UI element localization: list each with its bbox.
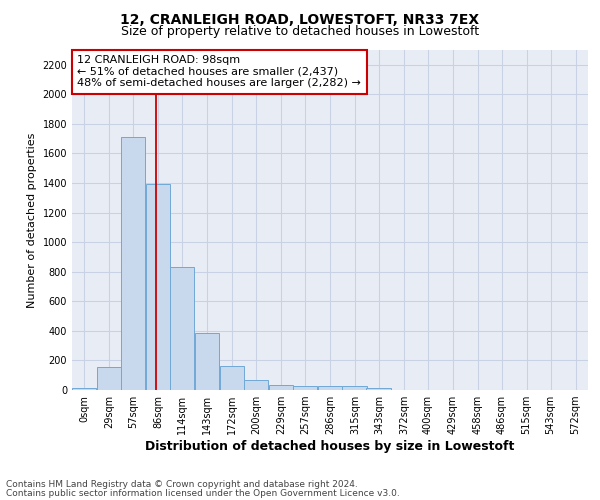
Bar xyxy=(244,380,268,390)
X-axis label: Distribution of detached houses by size in Lowestoft: Distribution of detached houses by size … xyxy=(145,440,515,453)
Bar xyxy=(317,386,342,390)
Text: Contains public sector information licensed under the Open Government Licence v3: Contains public sector information licen… xyxy=(6,488,400,498)
Y-axis label: Number of detached properties: Number of detached properties xyxy=(27,132,37,308)
Bar xyxy=(367,388,391,390)
Bar xyxy=(121,137,145,390)
Bar xyxy=(293,386,317,390)
Bar xyxy=(220,366,244,390)
Text: 12 CRANLEIGH ROAD: 98sqm
← 51% of detached houses are smaller (2,437)
48% of sem: 12 CRANLEIGH ROAD: 98sqm ← 51% of detach… xyxy=(77,55,361,88)
Text: Contains HM Land Registry data © Crown copyright and database right 2024.: Contains HM Land Registry data © Crown c… xyxy=(6,480,358,489)
Bar xyxy=(97,367,121,390)
Bar xyxy=(170,268,194,390)
Bar xyxy=(343,386,367,390)
Bar xyxy=(72,388,97,390)
Bar xyxy=(195,333,219,390)
Text: Size of property relative to detached houses in Lowestoft: Size of property relative to detached ho… xyxy=(121,25,479,38)
Bar xyxy=(269,385,293,390)
Bar xyxy=(146,184,170,390)
Text: 12, CRANLEIGH ROAD, LOWESTOFT, NR33 7EX: 12, CRANLEIGH ROAD, LOWESTOFT, NR33 7EX xyxy=(121,12,479,26)
